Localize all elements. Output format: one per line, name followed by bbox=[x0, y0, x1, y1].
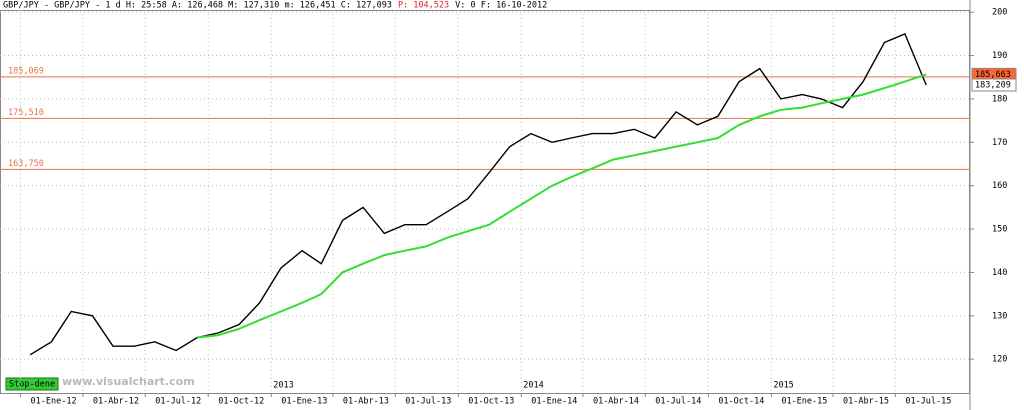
x-tick-label: 01-Ene-13 bbox=[281, 397, 327, 407]
x-tick-label: 01-Jul-14 bbox=[655, 397, 701, 407]
y-tick-label: 200 bbox=[992, 8, 1007, 18]
y-tick-label: 150 bbox=[992, 225, 1007, 235]
y-tick-label: 170 bbox=[992, 138, 1007, 148]
y-tick-label: 160 bbox=[992, 181, 1007, 191]
series-line bbox=[29, 32, 927, 356]
badge: Stop-dene bbox=[9, 380, 55, 390]
x-tick-label: 01-Jul-12 bbox=[155, 397, 201, 407]
x-tick-label: 01-Abr-15 bbox=[843, 397, 889, 407]
badge-box bbox=[5, 377, 59, 391]
series-line bbox=[197, 73, 927, 339]
header-text: GBP/JPY - GBP/JPY - 1 d H: 25:58 A: 126,… bbox=[3, 1, 392, 11]
price-tag-label: 185,663 bbox=[975, 70, 1011, 80]
x-tick-label: 01-Abr-12 bbox=[93, 397, 139, 407]
year-label: 2014 bbox=[523, 381, 543, 391]
y-tick-label: 140 bbox=[992, 268, 1007, 278]
x-tick-label: 01-Oct-12 bbox=[218, 397, 264, 407]
y-tick-label: 130 bbox=[992, 311, 1007, 321]
x-tick-label: 01-Ene-12 bbox=[31, 397, 77, 407]
x-tick-label: 01-Jul-15 bbox=[905, 397, 951, 407]
x-tick-label: 01-Abr-14 bbox=[593, 397, 639, 407]
watermark: www.visualchart.com bbox=[62, 375, 195, 388]
y-tick-label: 190 bbox=[992, 51, 1007, 61]
reference-label: 185,069 bbox=[8, 66, 44, 76]
x-tick-label: 01-Ene-14 bbox=[531, 397, 577, 407]
x-tick-label: 01-Jul-13 bbox=[405, 397, 451, 407]
reference-label: 163,750 bbox=[8, 159, 44, 169]
y-tick-label: 180 bbox=[992, 94, 1007, 104]
y-tick-label: 120 bbox=[992, 355, 1007, 365]
x-tick-label: 01-Ene-15 bbox=[781, 397, 827, 407]
reference-label: 175,510 bbox=[8, 108, 44, 118]
year-label: 2015 bbox=[773, 381, 793, 391]
x-tick-label: 01-Oct-13 bbox=[468, 397, 514, 407]
price-tag bbox=[971, 78, 1017, 92]
year-label: 2013 bbox=[273, 381, 293, 391]
header-highlight: P: 104,523 bbox=[398, 1, 449, 11]
price-tag-label: 183,209 bbox=[975, 80, 1011, 90]
x-tick-label: 01-Oct-14 bbox=[718, 397, 764, 407]
header-tail: V: 0 F: 16-10-2012 bbox=[455, 1, 547, 11]
x-tick-label: 01-Abr-13 bbox=[343, 397, 389, 407]
